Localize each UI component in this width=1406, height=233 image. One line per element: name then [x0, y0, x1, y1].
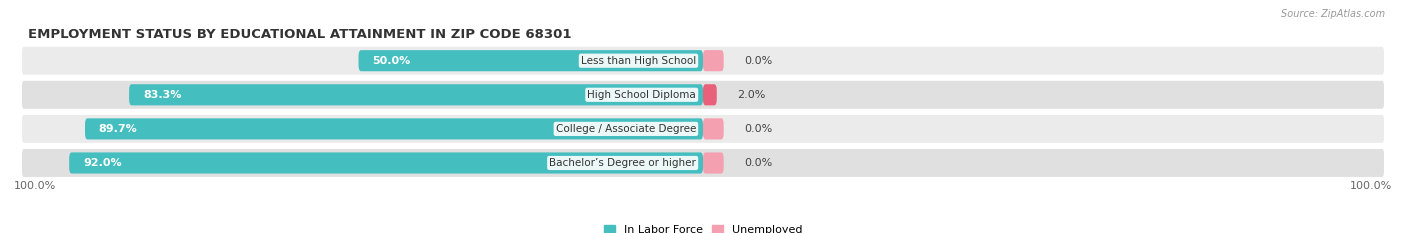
Text: Bachelor’s Degree or higher: Bachelor’s Degree or higher — [550, 158, 696, 168]
Text: 92.0%: 92.0% — [83, 158, 121, 168]
Text: 50.0%: 50.0% — [373, 56, 411, 66]
FancyBboxPatch shape — [129, 84, 703, 105]
FancyBboxPatch shape — [21, 148, 1385, 178]
Text: EMPLOYMENT STATUS BY EDUCATIONAL ATTAINMENT IN ZIP CODE 68301: EMPLOYMENT STATUS BY EDUCATIONAL ATTAINM… — [28, 27, 571, 41]
Text: High School Diploma: High School Diploma — [588, 90, 696, 100]
Text: 0.0%: 0.0% — [744, 158, 772, 168]
FancyBboxPatch shape — [21, 114, 1385, 144]
Text: 83.3%: 83.3% — [143, 90, 181, 100]
FancyBboxPatch shape — [21, 80, 1385, 110]
FancyBboxPatch shape — [359, 50, 703, 71]
Text: 0.0%: 0.0% — [744, 124, 772, 134]
Text: 100.0%: 100.0% — [1350, 182, 1392, 191]
Text: 89.7%: 89.7% — [98, 124, 138, 134]
FancyBboxPatch shape — [703, 118, 724, 140]
Legend: In Labor Force, Unemployed: In Labor Force, Unemployed — [603, 225, 803, 233]
FancyBboxPatch shape — [703, 152, 724, 174]
Text: Source: ZipAtlas.com: Source: ZipAtlas.com — [1281, 9, 1385, 19]
FancyBboxPatch shape — [703, 84, 717, 105]
Text: Less than High School: Less than High School — [581, 56, 696, 66]
FancyBboxPatch shape — [21, 46, 1385, 76]
Text: 100.0%: 100.0% — [14, 182, 56, 191]
FancyBboxPatch shape — [703, 50, 724, 71]
Text: 0.0%: 0.0% — [744, 56, 772, 66]
FancyBboxPatch shape — [69, 152, 703, 174]
Text: College / Associate Degree: College / Associate Degree — [555, 124, 696, 134]
FancyBboxPatch shape — [84, 118, 703, 140]
Text: 2.0%: 2.0% — [738, 90, 766, 100]
